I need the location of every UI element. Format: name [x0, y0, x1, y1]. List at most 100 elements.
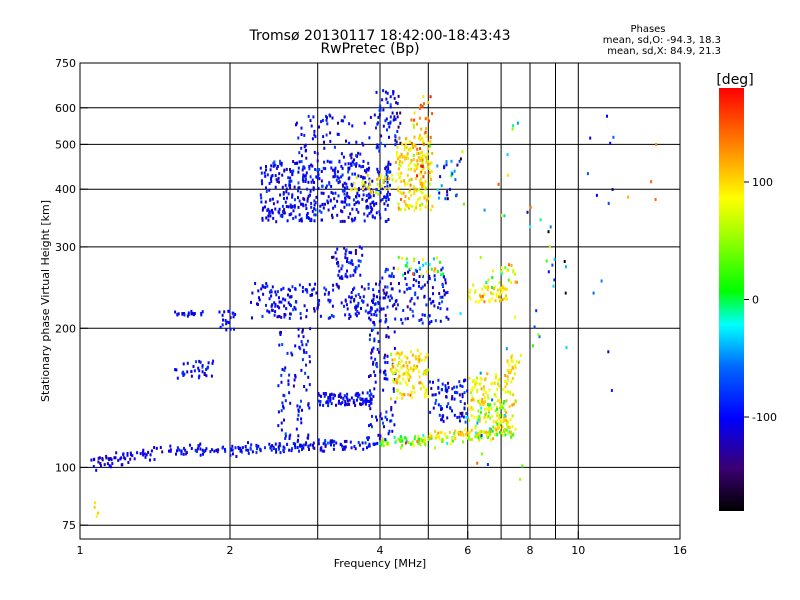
data-point	[417, 187, 420, 191]
data-point	[256, 302, 258, 306]
data-point	[93, 505, 96, 509]
data-point	[359, 397, 362, 401]
data-point	[502, 414, 505, 418]
data-point	[487, 396, 490, 400]
data-point	[282, 297, 285, 301]
data-point	[279, 159, 281, 163]
data-point	[387, 162, 390, 166]
data-point	[418, 370, 420, 374]
data-point	[297, 181, 300, 185]
data-point	[331, 255, 333, 259]
data-point	[498, 384, 501, 388]
data-point	[271, 208, 273, 212]
data-point	[317, 173, 320, 177]
data-point	[418, 116, 421, 120]
data-point	[282, 191, 285, 195]
data-point	[506, 297, 509, 301]
data-point	[205, 447, 208, 451]
data-point	[412, 444, 415, 448]
data-point	[307, 180, 310, 184]
data-point	[436, 188, 439, 191]
data-point	[359, 295, 362, 299]
data-point	[313, 213, 316, 217]
data-point	[316, 168, 319, 172]
data-point	[405, 283, 408, 286]
data-point	[372, 301, 374, 304]
data-point	[499, 292, 502, 296]
data-point	[239, 446, 242, 450]
data-point	[423, 294, 426, 298]
data-point	[333, 168, 336, 172]
data-point	[343, 440, 346, 443]
data-point	[468, 376, 471, 380]
y-tick-label: 75	[62, 519, 76, 532]
data-point	[429, 432, 432, 436]
data-point	[413, 366, 416, 370]
data-point	[487, 403, 489, 406]
data-point	[318, 299, 321, 303]
data-point	[392, 118, 395, 122]
data-point	[451, 439, 454, 443]
data-point	[492, 420, 495, 424]
data-point	[418, 355, 420, 359]
data-point	[425, 127, 428, 130]
data-point	[196, 447, 199, 451]
data-point	[384, 178, 387, 182]
data-point	[368, 187, 371, 191]
x-tick-label: 8	[527, 544, 534, 557]
data-point	[340, 301, 343, 305]
data-point	[305, 363, 307, 367]
colorbar-tick-label: -100	[752, 411, 777, 424]
data-point	[456, 391, 459, 395]
data-point	[406, 373, 409, 377]
data-point	[396, 351, 399, 355]
data-point	[301, 444, 304, 448]
data-point	[378, 305, 381, 309]
data-point	[347, 215, 350, 219]
data-point	[428, 314, 431, 318]
data-point	[199, 360, 202, 364]
data-point	[295, 427, 298, 431]
data-point	[274, 174, 277, 178]
data-point	[298, 219, 301, 223]
data-point	[403, 144, 406, 148]
data-point	[286, 219, 289, 223]
data-point	[483, 284, 486, 288]
data-point	[330, 160, 333, 164]
data-point	[404, 183, 407, 187]
data-point	[509, 391, 512, 394]
data-point	[362, 175, 365, 179]
data-point	[287, 176, 290, 180]
data-point	[385, 117, 388, 121]
data-point	[344, 272, 347, 276]
data-point	[358, 201, 360, 205]
data-point	[498, 431, 501, 434]
data-point	[459, 433, 462, 437]
data-point	[427, 100, 430, 104]
data-point	[345, 303, 348, 307]
data-point	[512, 124, 515, 128]
data-point	[370, 329, 373, 332]
data-point	[360, 299, 363, 303]
data-point	[305, 308, 308, 312]
data-point	[408, 373, 411, 377]
data-point	[419, 147, 421, 151]
data-point	[419, 158, 422, 162]
data-point	[311, 288, 314, 292]
data-point	[496, 411, 499, 415]
data-point	[445, 435, 448, 439]
data-point	[310, 124, 313, 128]
data-point	[316, 159, 319, 163]
data-point	[446, 405, 448, 409]
data-point	[183, 446, 185, 450]
data-point	[339, 220, 342, 223]
data-point	[389, 115, 392, 119]
data-point	[321, 118, 324, 122]
data-point	[289, 433, 292, 437]
data-point	[309, 443, 312, 447]
data-point	[500, 286, 503, 290]
data-point	[309, 175, 312, 179]
data-point	[439, 319, 442, 323]
data-point	[306, 436, 309, 440]
data-point	[418, 375, 421, 379]
